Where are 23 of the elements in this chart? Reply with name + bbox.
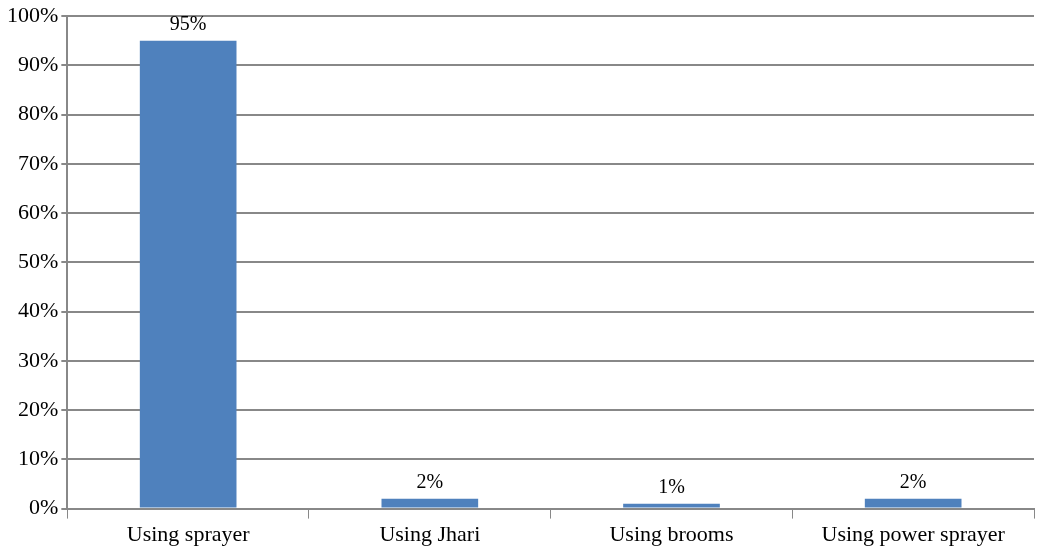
y-tick-label: 80% xyxy=(18,100,59,126)
y-tick-label: 60% xyxy=(18,198,59,224)
y-tick-label: 20% xyxy=(18,395,59,421)
bar xyxy=(864,498,962,508)
data-label: 1% xyxy=(658,474,685,497)
x-tick-label: Using sprayer xyxy=(126,520,251,546)
y-tick-label: 10% xyxy=(18,445,59,471)
x-tick-label: Using Jhari xyxy=(379,520,481,546)
y-tick-label: 30% xyxy=(18,346,59,372)
bar xyxy=(139,40,237,508)
y-tick-label: 40% xyxy=(18,297,59,323)
data-label: 2% xyxy=(899,470,927,492)
data-label: 2% xyxy=(416,470,444,492)
x-tick-label: Using brooms xyxy=(609,520,734,546)
x-tick-label: Using power sprayer xyxy=(821,520,1006,546)
bar xyxy=(623,503,720,508)
y-tick-label: 90% xyxy=(18,51,59,77)
bar xyxy=(381,498,479,508)
y-tick-label: 70% xyxy=(18,149,59,175)
y-tick-label: 0% xyxy=(29,494,59,520)
y-tick-label: 100% xyxy=(7,1,59,27)
data-label: 95% xyxy=(169,12,207,35)
y-tick-label: 50% xyxy=(18,248,59,274)
